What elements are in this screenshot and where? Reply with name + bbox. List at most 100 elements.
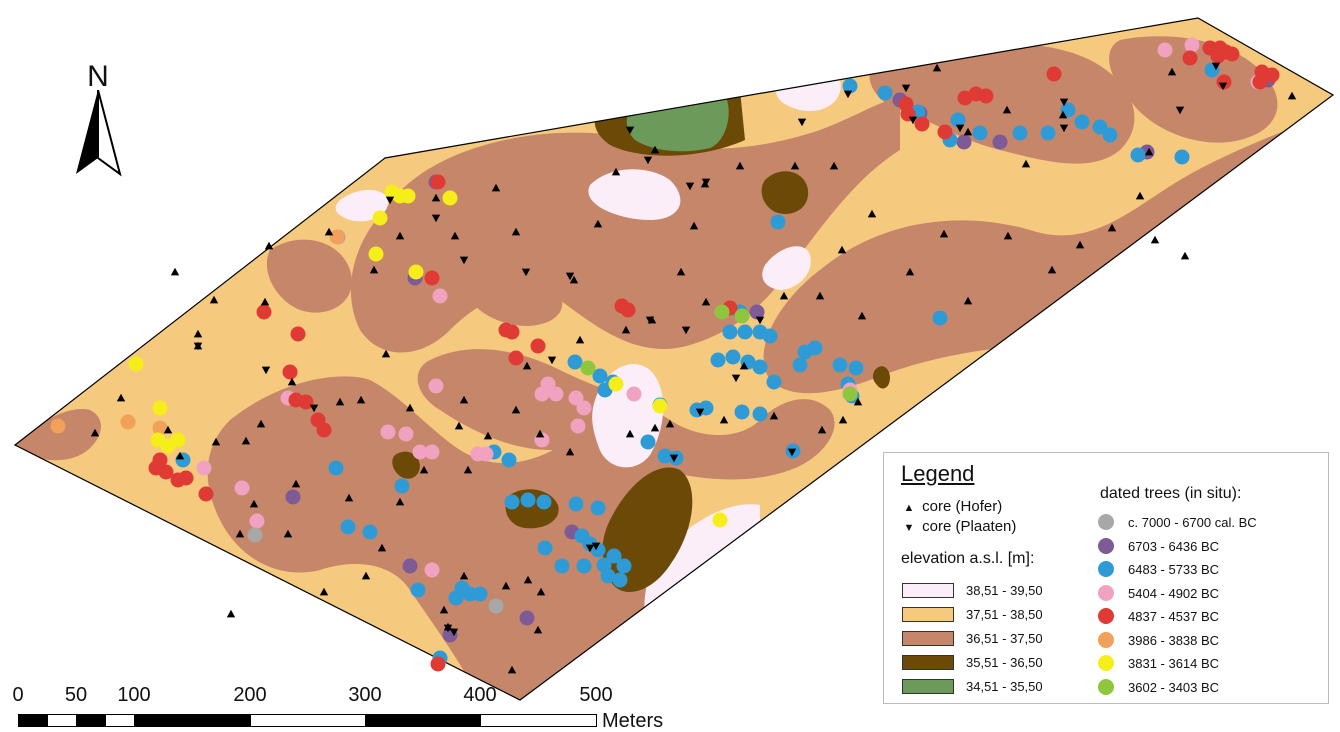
core-plaaten-marker [908,116,918,125]
core-plaaten-marker [585,544,595,553]
core-hofer-marker [815,291,825,300]
core-hofer-marker [536,587,546,596]
dated-tree-marker [380,424,396,440]
dated-tree-marker [567,354,583,370]
dated-tree-marker [329,229,345,245]
core-hofer-marker [535,429,545,438]
core-markers [90,62,1297,674]
dated-tree-marker [504,324,520,340]
tree-dot-icon [1098,631,1114,648]
elevation-swatch [902,679,954,694]
dated-tree-marker [652,398,668,414]
core-hofer-marker [838,415,848,424]
dated-tree-marker [597,382,613,398]
dated-tree-marker [504,494,520,510]
scale-segment [47,714,77,727]
core-hofer-marker [593,219,603,228]
tree-dot-icon [1098,608,1114,624]
scale-segment [480,714,597,727]
core-hofer-marker [1075,240,1085,249]
core-hofer-marker [439,605,449,614]
dated-tree-marker [472,586,488,602]
core-plaaten-marker [261,366,271,375]
core-hofer-marker [90,428,100,437]
dated-tree-marker [734,404,750,420]
dated-tree-marker [285,489,301,505]
dated-tree-marker [1102,127,1118,143]
core-plaaten-marker [797,118,807,127]
legend-elevation-item: 38,51 - 39,50 [902,581,1092,601]
core-plaaten-marker [1175,106,1185,115]
legend-tree-item: 6703 - 6436 BC [1098,537,1318,557]
core-plaaten-marker [643,156,653,165]
core-hofer-marker [507,665,517,674]
scale-tick: 200 [233,684,267,706]
legend-tree-item: 3831 - 3614 BC [1098,654,1318,674]
dated-tree-marker [1224,46,1240,62]
dated-tree-marker [714,304,730,320]
core-plaaten-marker [1059,124,1069,133]
dated-tree-marker [362,524,378,540]
core-hofer-marker [283,529,293,538]
dated-tree-marker [454,580,470,596]
dated-tree-marker [608,376,624,392]
dated-tree-marker [877,85,893,101]
core-hofer-marker [611,167,621,176]
core-hofer-marker [324,227,334,236]
scale-segment [76,714,106,727]
core-hofer-marker [837,245,847,254]
dated-tree-marker [640,434,656,450]
core-hofer-marker [226,609,236,618]
map-legend: Legend ▲ core (Hofer) ▼ core (Plaaten) e… [883,452,1329,704]
core-hofer-marker [511,405,521,414]
scale-tick: 50 [64,684,88,706]
tree-dot-icon [1098,537,1114,554]
core-hofer-marker [817,425,827,434]
core-plaaten-marker [1211,62,1221,71]
legend-tree-item: 4837 - 4537 BC [1098,607,1318,627]
core-hofer-marker [344,493,354,502]
core-hofer-marker [319,587,329,596]
tree-age-label: 6483 - 5733 BC [1128,562,1220,577]
scale-segment [250,714,366,727]
dated-tree-marker [762,328,778,344]
core-plaaten-marker [731,374,741,383]
dated-tree-marker [576,558,592,574]
dated-tree-marker [766,374,782,390]
core-hofer-marker [209,295,219,304]
core-hofer-marker [621,325,631,334]
core-hofer-marker [963,296,973,305]
dated-tree-marker [1184,37,1200,53]
core-hofer-marker [769,411,779,420]
dated-tree-marker [592,368,608,384]
legend-tree-item: 6483 - 5733 BC [1098,560,1318,580]
dated-tree-marker [932,310,948,326]
core-hofer-marker [287,377,297,386]
dated-tree-marker [1174,149,1190,165]
core-hofer-marker [459,571,469,580]
north-arrow: N [66,62,130,180]
dated-tree-marker [978,88,994,104]
dated-tree-marker [152,400,168,416]
core-hofer-marker [116,393,126,402]
dated-tree-marker [616,558,632,574]
legend-core-hofer: ▲ core (Hofer) [900,497,1003,517]
core-plaaten-marker [787,448,797,457]
core-hofer-marker [395,231,405,240]
core-hofer-marker [335,397,345,406]
trees-title: dated trees (in situ): [1100,485,1242,502]
dated-tree-marker [576,400,592,416]
legend-tree-item: 5404 - 4902 BC [1098,584,1318,604]
dated-tree-marker [196,460,212,476]
dated-tree-marker [432,288,448,304]
core-hofer-marker [1144,147,1154,156]
dated-tree-marker [519,610,535,626]
dated-tree-marker [424,562,440,578]
core-hofer-marker [701,297,711,306]
legend-tree-item: 3986 - 3838 BC [1098,631,1318,651]
core-hofer-marker [790,161,800,170]
core-plaaten-marker [547,356,557,365]
legend-elevation-item: 34,51 - 35,50 [902,677,1092,697]
dated-tree-marker [501,452,517,468]
dated-tree-marker [536,494,552,510]
